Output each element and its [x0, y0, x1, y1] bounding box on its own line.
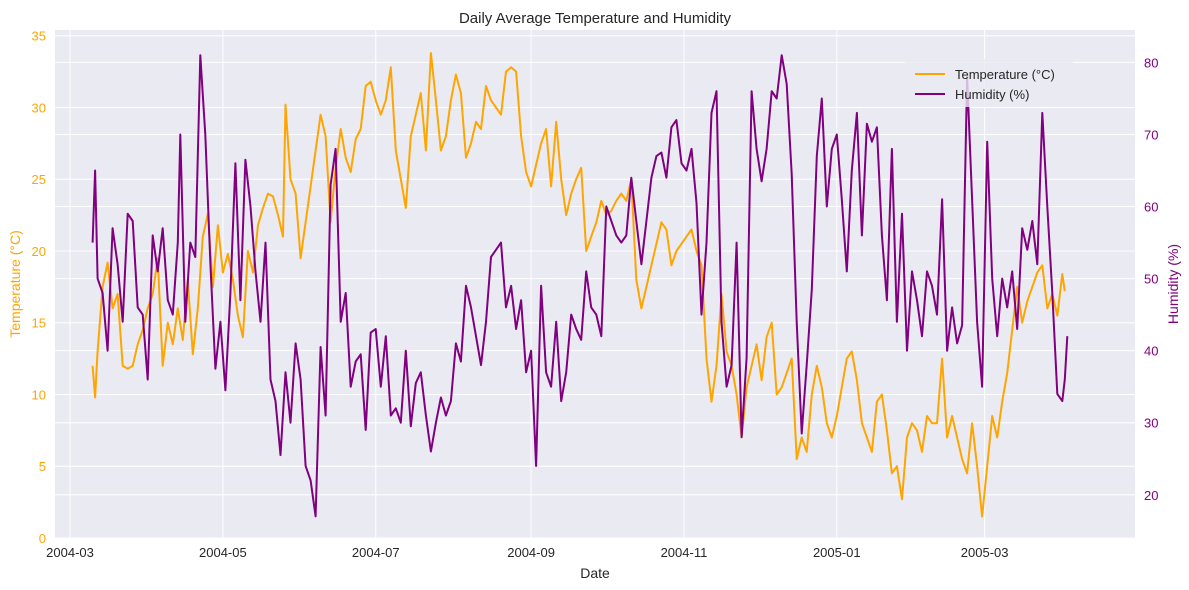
plot-area — [55, 30, 1135, 538]
y-right-tick-label: 50 — [1144, 272, 1158, 287]
x-tick-label: 2005-01 — [813, 545, 861, 560]
y-left-tick-label: 20 — [32, 244, 46, 259]
y-axis-right-label: Humidity (%) — [1165, 244, 1181, 324]
x-tick-label: 2004-11 — [661, 545, 708, 560]
y-left-tick-label: 25 — [32, 172, 46, 187]
x-tick-label: 2004-05 — [199, 545, 247, 560]
y-right-tick-label: 80 — [1144, 55, 1158, 70]
legend-box — [905, 59, 1073, 107]
y-right-tick-label: 70 — [1144, 127, 1158, 142]
humidity-line — [91, 54, 1069, 518]
y-left-tick-label: 5 — [39, 459, 46, 474]
y-right-tick-label: 60 — [1144, 200, 1158, 215]
y-axis-right-ticks: 20 30 40 50 60 70 80 — [1144, 55, 1158, 502]
x-tick-label: 2005-03 — [961, 545, 1009, 560]
x-tick-label: 2004-07 — [352, 545, 400, 560]
legend-temperature-label: Temperature (°C) — [955, 67, 1055, 82]
y-right-tick-label: 20 — [1144, 488, 1158, 503]
y-right-tick-label: 40 — [1144, 344, 1158, 359]
temperature-line — [91, 52, 1066, 518]
y-axis-left-ticks: 0 5 10 15 20 25 30 35 — [32, 29, 46, 546]
y-right-tick-label: 30 — [1144, 416, 1158, 431]
legend-humidity-label: Humidity (%) — [955, 87, 1029, 102]
series-lines — [91, 52, 1069, 518]
y-left-tick-label: 15 — [32, 316, 46, 331]
x-tick-label: 2004-03 — [46, 545, 94, 560]
y-axis-left-label: Temperature (°C) — [7, 230, 23, 338]
y-left-tick-label: 10 — [32, 387, 46, 402]
x-tick-label: 2004-09 — [507, 545, 555, 560]
x-axis-ticks: 2004-03 2004-05 2004-07 2004-09 2004-11 2005-… — [46, 545, 1008, 560]
chart-title: Daily Average Temperature and Humidity — [459, 10, 732, 27]
x-axis-label: Date — [580, 565, 610, 581]
y-left-tick-label: 35 — [32, 29, 46, 44]
y-left-tick-label: 0 — [39, 531, 46, 546]
legend: Temperature (°C) Humidity (%) — [905, 59, 1073, 107]
y-left-tick-label: 30 — [32, 100, 46, 115]
